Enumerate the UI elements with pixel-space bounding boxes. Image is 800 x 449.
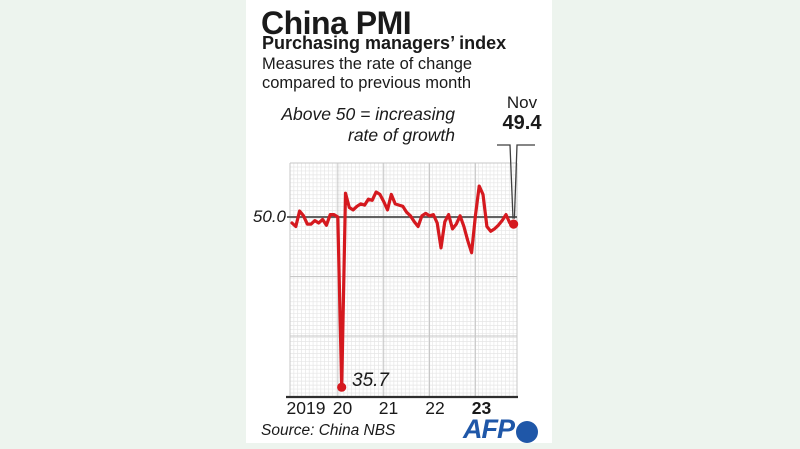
latest-value-label: 49.4 — [502, 112, 542, 134]
latest-month-label: Nov — [506, 93, 538, 112]
x-axis-labels: 2019 20 21 22 23 — [0, 398, 800, 418]
x-axis-label: 23 — [471, 398, 492, 418]
above-50-annotation-line2: rate of growth — [348, 124, 455, 145]
source-credit: Source: China NBS — [261, 422, 396, 439]
x-axis-label: 21 — [378, 398, 399, 418]
afp-logo-circle-icon — [516, 420, 538, 443]
above-50-annotation: Above 50 = increasing rate of growth — [281, 104, 455, 145]
x-axis-label: 22 — [425, 398, 445, 418]
min-value-label: 35.7 — [352, 370, 389, 391]
chart-description-line1: Measures the rate of change — [262, 55, 473, 73]
page-title: China PMI — [261, 5, 412, 41]
reference-value-label: 50.0 — [252, 207, 286, 226]
chart-description-line2: compared to previous month — [262, 74, 472, 92]
afp-logo: AFP — [463, 414, 538, 445]
x-axis-label: 20 — [332, 398, 353, 418]
above-50-annotation-line1: Above 50 = increasing — [281, 104, 455, 124]
afp-logo-text: AFP — [463, 414, 515, 444]
chart-subtitle: Purchasing managers’ index — [262, 33, 507, 53]
x-axis-label: 2019 — [286, 398, 326, 418]
